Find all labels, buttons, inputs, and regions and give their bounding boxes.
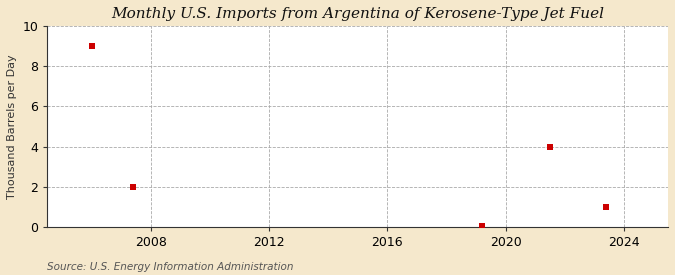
Point bbox=[128, 185, 138, 189]
Point bbox=[477, 224, 487, 228]
Text: Source: U.S. Energy Information Administration: Source: U.S. Energy Information Administ… bbox=[47, 262, 294, 272]
Title: Monthly U.S. Imports from Argentina of Kerosene-Type Jet Fuel: Monthly U.S. Imports from Argentina of K… bbox=[111, 7, 604, 21]
Y-axis label: Thousand Barrels per Day: Thousand Barrels per Day bbox=[7, 54, 17, 199]
Point bbox=[545, 144, 556, 149]
Point bbox=[86, 44, 97, 48]
Point bbox=[601, 205, 612, 209]
